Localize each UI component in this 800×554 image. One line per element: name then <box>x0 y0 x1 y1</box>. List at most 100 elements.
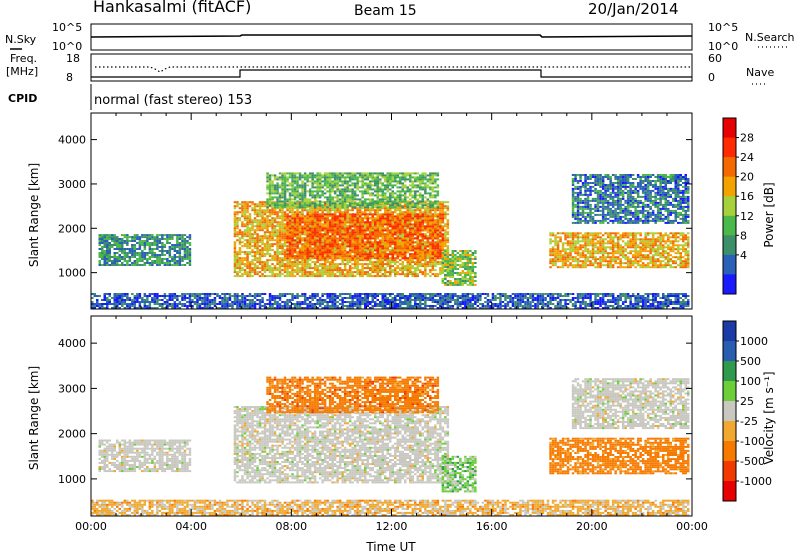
echo-cell <box>263 253 267 256</box>
echo-cell <box>326 186 329 189</box>
echo-cell <box>333 172 337 175</box>
echo-cell <box>301 194 304 197</box>
echo-cell <box>384 253 387 256</box>
echo-cell <box>381 176 384 179</box>
echo-cell <box>386 215 389 218</box>
echo-cell <box>111 256 114 258</box>
echo-cell <box>281 172 284 175</box>
echo-cell <box>271 180 274 183</box>
echo-cell <box>286 237 289 240</box>
echo-cell <box>323 219 327 222</box>
echo-cell <box>369 245 372 248</box>
echo-cell <box>281 184 284 187</box>
echo-cell <box>351 255 354 258</box>
echo-cell <box>303 174 307 177</box>
echo-cell <box>429 263 432 266</box>
echo-cell <box>353 219 357 222</box>
echo-cell <box>386 259 389 262</box>
echo-cell <box>138 258 142 260</box>
echo-cell <box>243 209 247 212</box>
echo-cell <box>248 237 252 240</box>
echo-cell <box>426 273 430 276</box>
echo-cell <box>248 269 252 272</box>
echo-cell <box>336 243 339 246</box>
echo-cell <box>341 233 344 236</box>
echo-cell <box>161 244 164 246</box>
echo-cell <box>273 202 277 205</box>
echo-cell <box>278 265 282 268</box>
echo-cell <box>426 245 430 248</box>
echo-cell <box>288 263 292 266</box>
echo-cell <box>291 198 294 201</box>
echo-cell <box>391 211 394 214</box>
echo-cell <box>366 221 369 224</box>
echo-cell <box>389 215 392 218</box>
echo-cell <box>258 213 262 216</box>
echo-cell <box>364 209 367 212</box>
echo-cell <box>108 236 111 239</box>
echo-cell <box>316 217 319 220</box>
echo-cell <box>281 229 284 232</box>
echo-cell <box>346 237 349 240</box>
echo-cell <box>394 221 397 224</box>
echo-cell <box>356 269 359 272</box>
echo-cell <box>396 172 399 175</box>
echo-cell <box>436 239 440 242</box>
echo-cell <box>356 243 359 246</box>
echo-cell <box>358 247 362 250</box>
echo-cell <box>401 225 404 228</box>
echo-cell <box>311 201 314 204</box>
echo-cell <box>188 242 192 244</box>
echo-cell <box>371 275 374 278</box>
echo-cell <box>409 202 412 205</box>
echo-cell <box>323 221 327 224</box>
echo-cell <box>291 267 294 270</box>
echo-cell <box>439 217 442 220</box>
echo-cell <box>404 247 407 250</box>
echo-cell <box>141 254 144 256</box>
echo-cell <box>326 202 329 205</box>
echo-cell <box>409 267 412 270</box>
echo-cell <box>429 255 432 258</box>
echo-cell <box>381 243 384 246</box>
echo-cell <box>321 194 324 197</box>
echo-cell <box>143 264 147 266</box>
echo-cell <box>429 247 432 250</box>
echo-cell <box>276 269 279 272</box>
echo-cell <box>293 206 297 209</box>
echo-cell <box>166 236 169 239</box>
echo-cell <box>278 271 282 274</box>
echo-cell <box>306 253 309 256</box>
echo-cell <box>379 261 382 264</box>
echo-cell <box>103 234 106 237</box>
echo-cell <box>303 184 307 187</box>
echo-cell <box>386 235 389 238</box>
echo-cell <box>406 223 409 226</box>
echo-cell <box>328 241 332 244</box>
echo-cell <box>241 251 244 254</box>
echo-cell <box>356 261 359 264</box>
echo-cell <box>278 196 282 199</box>
echo-cell <box>303 269 307 272</box>
echo-cell <box>296 180 299 183</box>
echo-cell <box>401 188 404 191</box>
echo-cell <box>296 245 299 248</box>
echo-cell <box>286 271 289 274</box>
echo-cell <box>268 182 272 185</box>
echo-cell <box>301 265 304 268</box>
echo-cell <box>409 249 412 252</box>
echo-cell <box>296 200 299 203</box>
echo-cell <box>318 178 322 181</box>
echo-cell <box>308 194 312 197</box>
echo-cell <box>358 172 362 175</box>
echo-cell <box>171 246 174 248</box>
echo-cell <box>391 190 394 193</box>
echo-cell <box>348 209 352 212</box>
echo-cell <box>401 227 404 230</box>
echo-cell <box>251 209 254 212</box>
echo-cell <box>266 192 269 195</box>
echo-cell <box>364 200 367 203</box>
echo-cell <box>366 202 369 205</box>
echo-cell <box>281 261 284 264</box>
echo-cell <box>306 184 309 187</box>
